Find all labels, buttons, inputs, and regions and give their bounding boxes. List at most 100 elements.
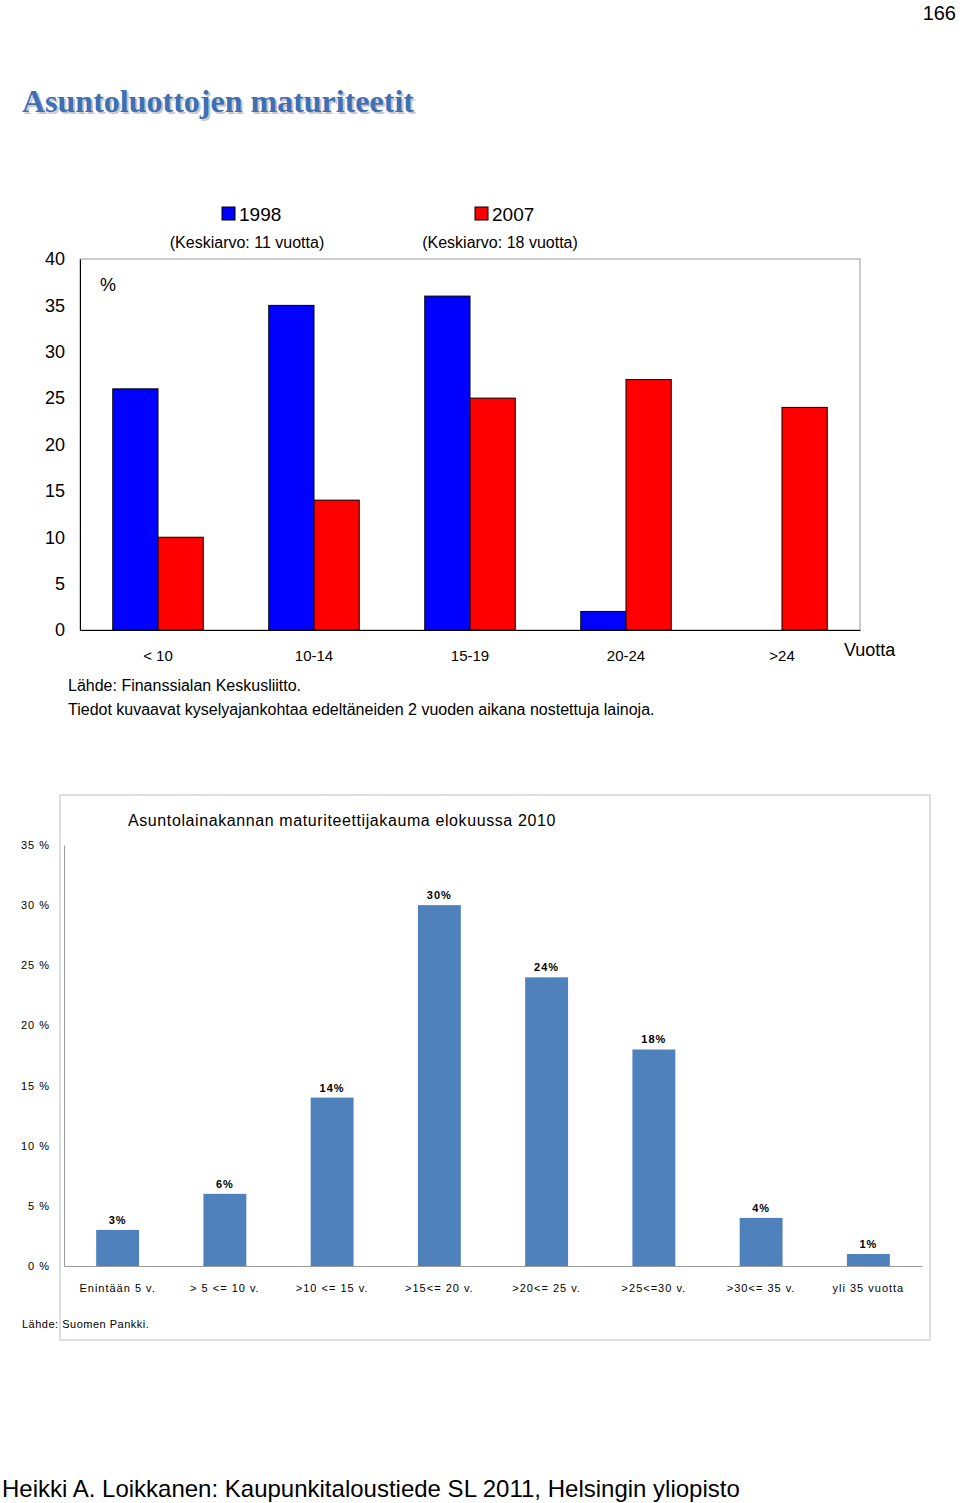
y-tick-label: 35 % bbox=[21, 839, 50, 851]
y-tick-label: 10 bbox=[45, 528, 65, 548]
data-label: 14% bbox=[320, 1082, 345, 1094]
axis-line bbox=[65, 1266, 923, 1267]
y-tick: 30 % bbox=[21, 899, 64, 911]
y-tick-label: 35 bbox=[45, 296, 65, 316]
data-label: 24% bbox=[534, 961, 559, 973]
bar bbox=[311, 1098, 354, 1266]
x-tick-label: < 10 bbox=[143, 647, 173, 664]
data-label: 30% bbox=[427, 889, 452, 901]
y-tick: 30 bbox=[45, 342, 80, 362]
bar bbox=[418, 905, 461, 1266]
y-tick-label: 5 bbox=[55, 574, 65, 594]
y-tick-label: 0 % bbox=[28, 1260, 50, 1272]
y-tick: 10 bbox=[45, 528, 80, 548]
y-tick: 40 bbox=[45, 249, 80, 269]
x-axis: Enintään 5 v.> 5 <= 10 v.>10 <= 15 v.>15… bbox=[65, 1267, 923, 1294]
legend-swatch bbox=[475, 207, 488, 220]
bars bbox=[113, 296, 827, 630]
x-tick-label: >10 <= 15 v. bbox=[296, 1282, 369, 1294]
x-tick: >10 <= 15 v. bbox=[296, 1282, 369, 1294]
x-tick: >24 bbox=[769, 647, 794, 664]
x-tick: < 10 bbox=[143, 647, 173, 664]
bars bbox=[96, 905, 890, 1266]
bar bbox=[626, 380, 671, 630]
y-tick: 15 % bbox=[21, 1080, 64, 1092]
y-tick: 35 bbox=[45, 296, 80, 316]
bar bbox=[581, 611, 626, 630]
page-number: 166 bbox=[923, 2, 956, 24]
x-tick-label: >30<= 35 v. bbox=[727, 1282, 796, 1294]
x-tick: 10-14 bbox=[295, 647, 333, 664]
y-tick-label: 30 bbox=[45, 342, 65, 362]
x-tick: >30<= 35 v. bbox=[727, 1282, 796, 1294]
data-label: 1% bbox=[859, 1238, 877, 1250]
bar bbox=[113, 389, 158, 630]
y-axis-title: % bbox=[100, 275, 116, 295]
y-axis: 0 5 10 15 20 25 30 35 40 bbox=[45, 249, 81, 640]
y-tick: 0 bbox=[55, 620, 80, 640]
y-tick: 20 bbox=[45, 435, 80, 455]
x-tick: 15-19 bbox=[451, 647, 489, 664]
bar bbox=[632, 1049, 675, 1266]
chart: 0 % 5 % 10 % 15 % 20 % 25 % 30 % 35 % Enintään 5… bbox=[21, 795, 930, 1340]
bar bbox=[203, 1194, 246, 1266]
y-tick-label: 0 bbox=[55, 620, 65, 640]
x-axis-title: Vuotta bbox=[844, 640, 896, 660]
y-tick: 0 % bbox=[28, 1260, 64, 1272]
y-tick-label: 10 % bbox=[21, 1140, 50, 1152]
y-tick-label: 15 % bbox=[21, 1080, 50, 1092]
y-tick-label: 5 % bbox=[28, 1200, 50, 1212]
source-note: Lähde: Suomen Pankki. bbox=[22, 1318, 149, 1330]
x-tick-label: 10-14 bbox=[295, 647, 333, 664]
x-tick-label: 15-19 bbox=[451, 647, 489, 664]
footer: Heikki A. Loikkanen: Kaupunkitaloustiede… bbox=[2, 1475, 740, 1502]
y-axis: 0 % 5 % 10 % 15 % 20 % 25 % 30 % 35 % bbox=[21, 839, 65, 1272]
legend-label: 1998 bbox=[239, 204, 281, 225]
y-tick: 20 % bbox=[21, 1019, 64, 1031]
y-tick: 15 bbox=[45, 481, 80, 501]
chart: 0 5 10 15 20 25 30 35 40 < 10 10-14 15-19 20-24 >24% V… bbox=[45, 204, 896, 718]
data-label: 4% bbox=[752, 1202, 770, 1214]
legend: 1998 (Keskiarvo: 11 vuotta) 2007 (Keskiarvo… bbox=[170, 204, 578, 251]
bar bbox=[525, 977, 568, 1266]
axis-line bbox=[80, 260, 81, 631]
x-tick-label: 20-24 bbox=[607, 647, 645, 664]
y-tick-label: 20 bbox=[45, 435, 65, 455]
y-tick-label: 40 bbox=[45, 249, 65, 269]
y-tick: 5 % bbox=[28, 1200, 64, 1212]
x-tick-label: >24 bbox=[769, 647, 794, 664]
y-tick: 10 % bbox=[21, 1140, 64, 1152]
y-tick-label: 15 bbox=[45, 481, 65, 501]
legend-note: (Keskiarvo: 18 vuotta) bbox=[422, 234, 578, 251]
bar bbox=[470, 398, 515, 630]
legend-note: (Keskiarvo: 11 vuotta) bbox=[170, 234, 324, 251]
source-note: Tiedot kuvaavat kyselyajankohtaa edeltän… bbox=[68, 701, 654, 718]
y-tick-label: 30 % bbox=[21, 899, 50, 911]
x-tick: >15<= 20 v. bbox=[405, 1282, 474, 1294]
page-title: Asuntoluottojen maturiteetit bbox=[22, 83, 414, 119]
legend-label: 2007 bbox=[492, 204, 534, 225]
bar bbox=[740, 1218, 783, 1266]
data-label: 18% bbox=[641, 1033, 666, 1045]
x-tick-label: >15<= 20 v. bbox=[405, 1282, 474, 1294]
y-tick: 25 bbox=[45, 388, 80, 408]
x-axis: < 10 10-14 15-19 20-24 >24 bbox=[81, 631, 861, 664]
y-tick: 35 % bbox=[21, 839, 64, 851]
chart-frame bbox=[60, 795, 930, 1340]
x-tick: Enintään 5 v. bbox=[79, 1282, 155, 1294]
y-tick-label: 25 % bbox=[21, 959, 50, 971]
y-tick: 5 bbox=[55, 574, 80, 594]
x-tick: >20<= 25 v. bbox=[512, 1282, 581, 1294]
bar bbox=[96, 1230, 139, 1266]
y-tick: 25 % bbox=[21, 959, 64, 971]
page: 166Asuntoluottojen maturiteetitAsuntoluo… bbox=[0, 0, 960, 1503]
bar bbox=[425, 296, 470, 630]
x-tick: >25<=30 v. bbox=[622, 1282, 687, 1294]
data-label: 6% bbox=[216, 1178, 234, 1190]
data-label: 3% bbox=[109, 1214, 127, 1226]
y-tick-label: 20 % bbox=[21, 1019, 50, 1031]
x-tick: 20-24 bbox=[607, 647, 645, 664]
chart-title: Asuntolainakannan maturiteettijakauma el… bbox=[128, 812, 556, 829]
legend-swatch bbox=[222, 207, 235, 220]
plot-frame bbox=[80, 259, 860, 630]
